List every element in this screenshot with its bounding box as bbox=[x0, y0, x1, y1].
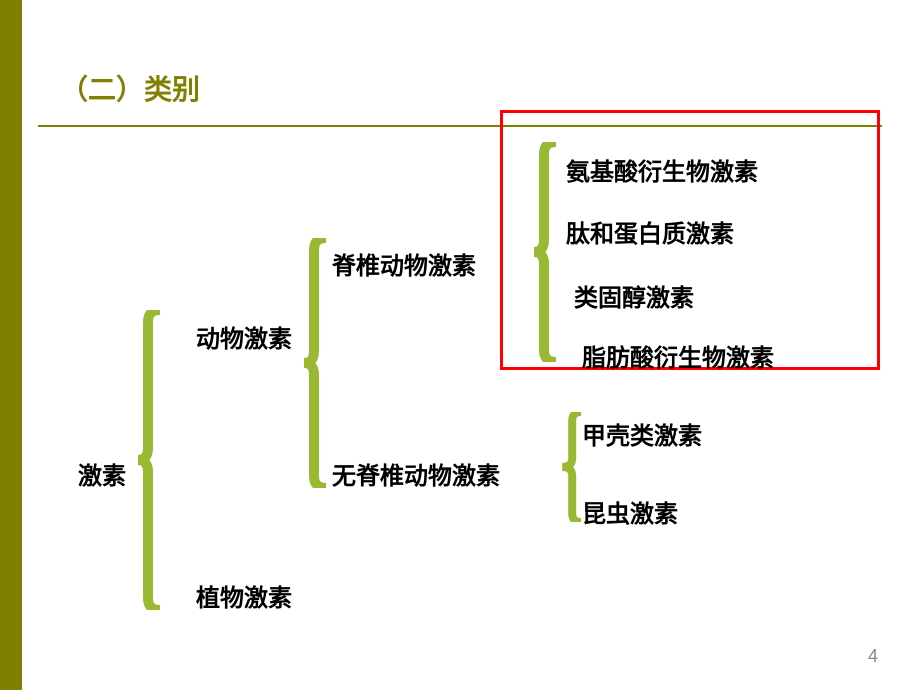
node-insect: 昆虫激素 bbox=[582, 494, 678, 529]
left-accent-bar bbox=[0, 0, 22, 690]
section-title: （二）类别 bbox=[60, 68, 200, 108]
brace-invertebrate bbox=[557, 412, 581, 522]
node-fatty: 脂肪酸衍生物激素 bbox=[582, 338, 774, 373]
node-steroid: 类固醇激素 bbox=[574, 278, 694, 313]
page-number: 4 bbox=[868, 646, 878, 667]
node-crustacean: 甲壳类激素 bbox=[582, 416, 702, 451]
node-amino: 氨基酸衍生物激素 bbox=[566, 152, 758, 187]
node-vertebrate: 脊椎动物激素 bbox=[332, 246, 476, 281]
brace-root bbox=[136, 310, 160, 610]
node-animal: 动物激素 bbox=[196, 319, 292, 354]
brace-vertebrate bbox=[532, 142, 556, 362]
node-peptide: 肽和蛋白质激素 bbox=[566, 214, 734, 249]
node-plant: 植物激素 bbox=[196, 578, 292, 613]
node-root: 激素 bbox=[78, 456, 126, 491]
node-invertebrate: 无脊椎动物激素 bbox=[332, 456, 500, 491]
brace-animal bbox=[302, 238, 326, 488]
